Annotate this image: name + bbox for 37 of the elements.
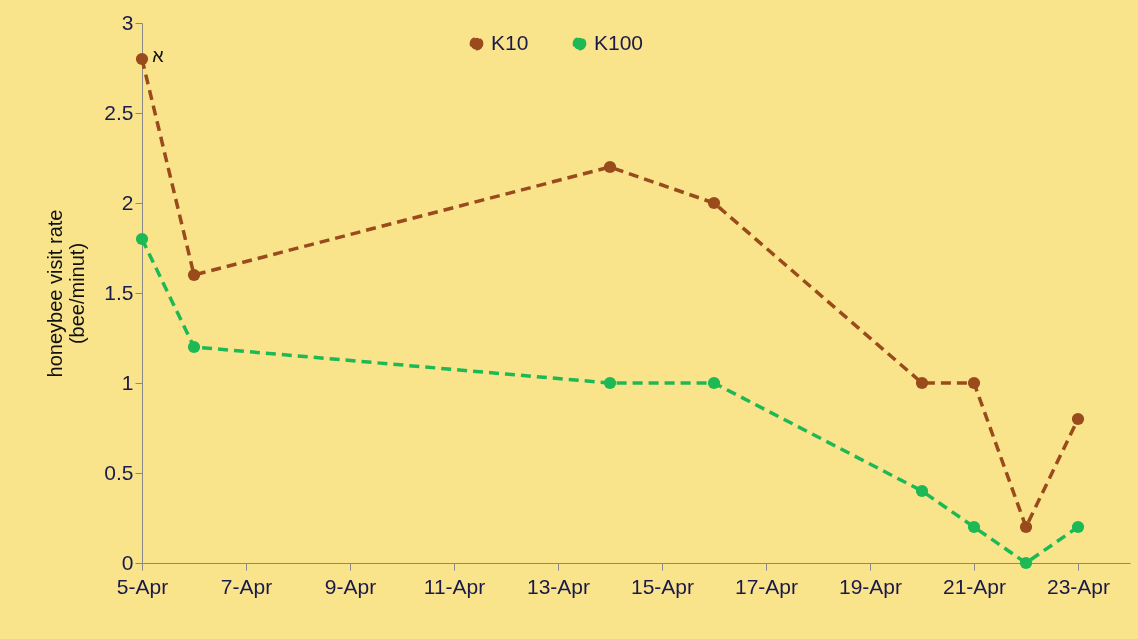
y-axis-title: honeybee visit rate (bee/minut) <box>44 209 89 378</box>
point <box>1019 520 1033 534</box>
point <box>915 484 929 498</box>
y-tick-label: 3 <box>121 10 134 34</box>
point <box>1071 412 1085 426</box>
point <box>1019 556 1033 570</box>
point <box>135 232 149 246</box>
x-tick-label: 7-Apr <box>220 574 273 598</box>
point <box>1071 520 1085 534</box>
point <box>967 376 981 390</box>
point <box>187 268 201 282</box>
x-tick-label: 15-Apr <box>630 574 695 598</box>
point <box>915 376 929 390</box>
x-tick-label: 19-Apr <box>838 574 903 598</box>
x-tick-label: 17-Apr <box>734 574 799 598</box>
x-tick-label: 11-Apr <box>423 574 486 598</box>
x-tick-label: 23-Apr <box>1046 574 1111 598</box>
point <box>967 520 981 534</box>
point <box>707 376 721 390</box>
y-tick-label: 0 <box>121 550 134 574</box>
x-tick-label: 5-Apr <box>116 574 169 598</box>
y-tick-label: 1 <box>121 370 134 394</box>
annotation: א <box>152 46 165 66</box>
y-tick-label: 1.5 <box>104 280 134 304</box>
point <box>135 52 149 66</box>
point <box>603 160 617 174</box>
point <box>707 196 721 210</box>
x-tick-label: 13-Apr <box>526 574 591 598</box>
y-tick-label: 0.5 <box>104 460 134 484</box>
x-tick-label: 9-Apr <box>324 574 377 598</box>
x-tick-label: 21-Apr <box>942 574 1007 598</box>
point <box>187 340 201 354</box>
point <box>603 376 617 390</box>
y-tick-label: 2 <box>121 190 134 214</box>
legend-label: K10 <box>491 30 529 54</box>
y-tick-label: 2.5 <box>104 100 134 124</box>
legend-label: K100 <box>594 30 644 54</box>
